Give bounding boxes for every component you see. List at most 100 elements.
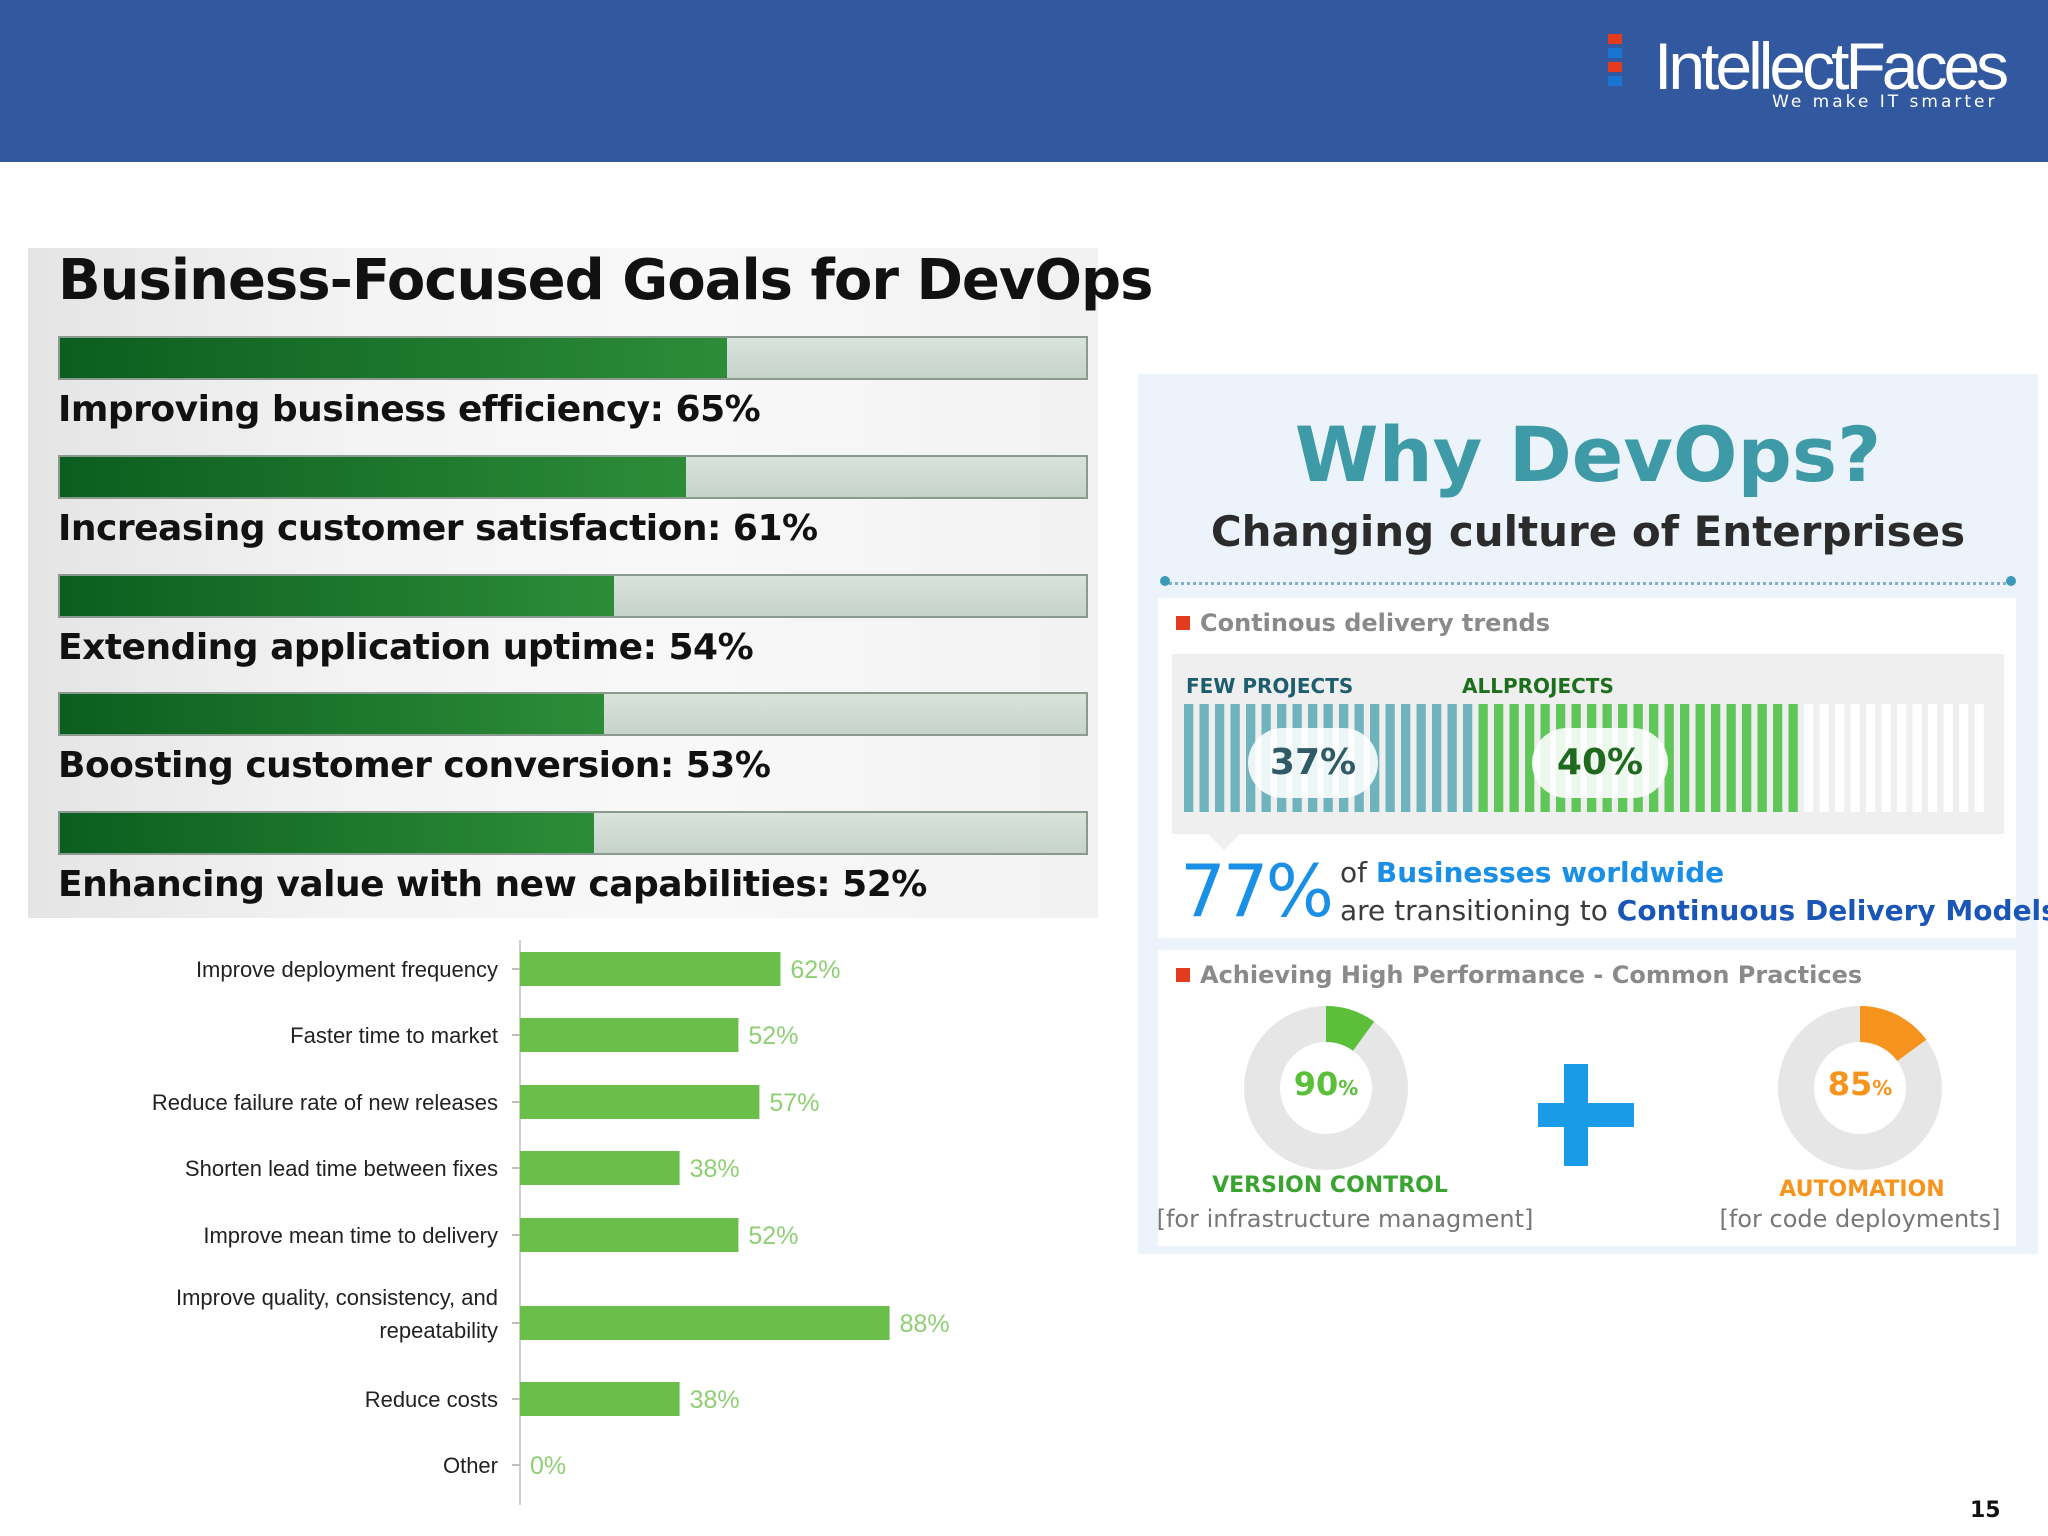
trend-stripe [1664,704,1674,812]
chart-bar [520,1218,739,1252]
automation-pct-number: 85 [1827,1065,1873,1103]
stat-line-1: of Businesses worldwide [1340,854,1724,892]
reasons-bar-chart: Improve deployment frequency 62% Faster ti… [152,940,950,1505]
trend-stripe [1866,704,1876,812]
trend-stripe [1804,704,1814,812]
chart-value-label: 57% [769,1089,819,1117]
trend-stripe [1463,704,1473,812]
practices-heading: Achieving High Performance - Common Prac… [1176,960,1862,990]
trend-stripe [1478,704,1488,812]
stat-77-value: 77% [1180,849,1334,933]
goal-bar-3 [58,574,1088,618]
trend-stripe [1788,704,1798,812]
goals-title: Business-Focused Goals for DevOps [58,248,1153,313]
automation-sub: [for code deployments] [1719,1205,2001,1233]
chart-bar [520,1306,890,1340]
trend-stripe [1416,704,1426,812]
version-control-donut [1244,1006,1408,1170]
trend-stripe [1447,704,1457,812]
trend-stripe [1525,704,1535,812]
why-devops-title: Why DevOps? [1294,410,1882,499]
stat-line-1-pre: of [1340,856,1367,889]
divider-dot-left [1160,576,1170,586]
trend-stripe [1401,704,1411,812]
automation-label: AUTOMATION [1779,1177,1945,1202]
trend-stripe [1850,704,1860,812]
trend-pointer [1208,834,1240,850]
trend-stripe [1757,704,1767,812]
brand-name: IntellectFaces [1654,29,2009,103]
goal-bar-fill [60,813,594,853]
chart-bar [520,952,781,986]
stat-line-2: are transitioning to Continuous Delivery… [1340,892,2048,930]
version-control-label: VERSION CONTROL [1212,1173,1448,1198]
dotted-divider [1164,582,2012,585]
version-control-pct-number: 90 [1293,1065,1339,1103]
brand-logo[interactable]: IntellectFaces We make IT smarter [1598,26,2009,126]
stat-line-2-em: Continuous Delivery Models [1616,894,2048,927]
all-projects-value: 40% [1532,728,1668,798]
trends-heading: Continous delivery trends [1176,608,1550,638]
chart-value-label: 38% [690,1386,740,1414]
automation-pct-unit: % [1872,1076,1893,1100]
chart-category-label: Reduce failure rate of new releases [152,1090,498,1115]
trend-stripe [1897,704,1907,812]
trend-stripe [1819,704,1829,812]
few-projects-value: 37% [1248,728,1378,798]
trend-stripe [1494,704,1504,812]
goal-bar-4 [58,692,1088,736]
trend-stripe [1881,704,1891,812]
trend-stripe [1385,704,1395,812]
chart-category-label: Shorten lead time between fixes [185,1156,498,1181]
chart-value-label: 0% [530,1452,566,1480]
chart-category-label: Other [443,1453,498,1478]
automation-pct: 85% [1772,1064,1948,1108]
trend-stripe [1199,704,1209,812]
goal-bar-5 [58,811,1088,855]
trend-stripe [1726,704,1736,812]
chart-bar [520,1085,760,1119]
goal-label-1: Improving business efficiency: 65% [58,389,761,430]
trend-stripe [1680,704,1690,812]
why-devops-subtitle: Changing culture of Enterprises [1210,507,1966,556]
trend-stripe [1711,704,1721,812]
chart-value-label: 52% [748,1022,798,1050]
chart-bar [520,1151,680,1185]
trend-stripe [1184,704,1194,812]
donut-arc [1859,1006,1927,1062]
trend-stripe [1773,704,1783,812]
trend-stripe [1230,704,1240,812]
goal-bar-fill [60,576,615,616]
trend-stripe [1912,704,1922,812]
practices-heading-text: Achieving High Performance - Common Prac… [1200,961,1863,989]
goal-label-4: Boosting customer conversion: 53% [58,745,771,786]
trend-stripe [1959,704,1969,812]
brand-tagline: We make IT smarter [1772,92,1998,112]
version-control-sub: [for infrastructure managment] [1156,1205,1534,1233]
page-number: 15 [1970,1498,2001,1523]
chart-category-label: Reduce costs [365,1387,498,1412]
trend-stripe [1432,704,1442,812]
chart-category-label: Improve quality, consistency, and repeata… [176,1285,498,1343]
divider-dot-right [2006,576,2016,586]
chart-value-label: 38% [690,1155,740,1183]
header-banner: IntellectFaces We make IT smarter [0,0,2048,162]
trend-stripe [1509,704,1519,812]
chart-value-label: 88% [900,1310,950,1338]
bullet-square-icon [1176,616,1190,630]
trend-stripe [1215,704,1225,812]
goal-bar-fill [60,457,686,497]
automation-donut [1778,1006,1942,1170]
donut-arc [1325,1006,1375,1052]
bullet-square-icon [1176,968,1190,982]
goal-bar-fill [60,694,604,734]
goal-bar-2 [58,455,1088,499]
goal-label-5: Enhancing value with new capabilities: 5… [58,864,927,905]
goal-label-2: Increasing customer satisfaction: 61% [58,508,818,549]
goal-label-3: Extending application uptime: 54% [58,627,754,668]
few-projects-label: FEW PROJECTS [1186,674,1354,698]
chart-value-label: 62% [790,956,840,984]
all-projects-label: ALLPROJECTS [1462,674,1614,698]
plus-icon-bar [1538,1103,1634,1127]
goal-bar-fill [60,338,727,378]
